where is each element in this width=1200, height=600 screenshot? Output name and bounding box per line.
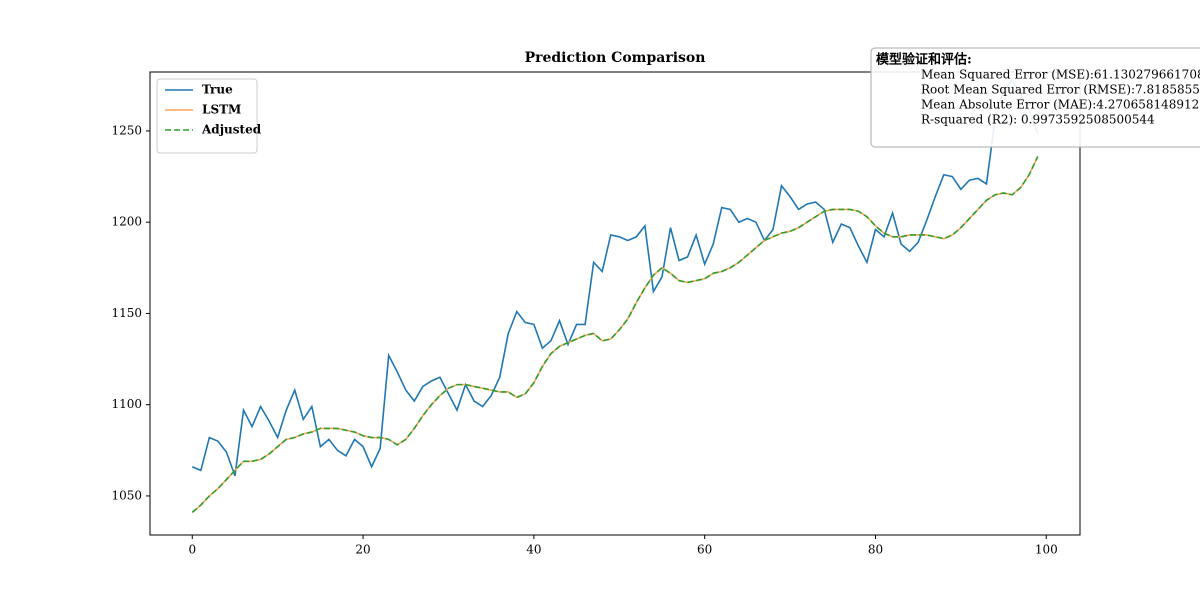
x-tick-label: 60 <box>697 543 712 557</box>
annotation-title: 模型验证和评估: <box>876 52 972 68</box>
annotation-line: Mean Absolute Error (MAE):4.270658148912… <box>921 98 1200 112</box>
plot-frame <box>149 71 1081 536</box>
annotation-line: Mean Squared Error (MSE):61.130279661708… <box>921 68 1200 82</box>
annotation-line: Root Mean Squared Error (RMSE):7.8185855… <box>921 83 1200 97</box>
chart-title: Prediction Comparison <box>525 50 706 66</box>
legend-label: Adjusted <box>201 123 262 137</box>
legend-label: True <box>202 83 233 97</box>
series-line <box>191 156 1039 513</box>
annotation-box <box>870 47 1200 148</box>
y-tick-label: 1200 <box>111 215 142 229</box>
legend-label: LSTM <box>202 103 241 117</box>
x-tick-label: 80 <box>868 543 883 557</box>
y-tick-label: 1100 <box>111 397 142 411</box>
y-tick-label: 1250 <box>111 123 142 137</box>
annotation-line: R-squared (R2): 0.9973592508500544 <box>921 113 1155 127</box>
legend-box <box>156 78 258 154</box>
x-tick-label: 20 <box>355 543 370 557</box>
x-tick-label: 0 <box>188 543 196 557</box>
y-tick-label: 1050 <box>111 488 142 502</box>
x-tick-label: 40 <box>526 543 541 557</box>
series-line <box>191 78 1039 477</box>
y-tick-label: 1150 <box>111 306 142 320</box>
x-tick-label: 100 <box>1035 543 1058 557</box>
